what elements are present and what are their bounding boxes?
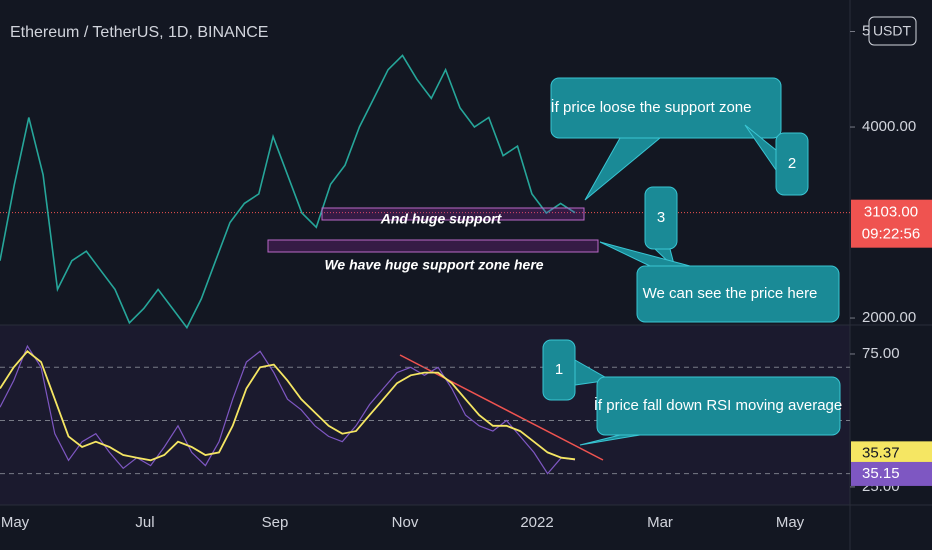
last-price-box	[851, 199, 932, 248]
x-tick-label: May	[1, 514, 30, 531]
price-line	[0, 54, 576, 330]
chart-title: Ethereum / TetherUS, 1D, BINANCE	[10, 24, 268, 41]
y-tick-label: 75.00	[862, 345, 900, 362]
rsi-line	[0, 344, 576, 475]
y-tick-label: 4000.00	[862, 118, 916, 135]
currency-box[interactable]	[868, 16, 917, 46]
callout	[550, 77, 782, 139]
annotation: We can see the price here	[643, 285, 818, 302]
support-zone	[267, 239, 599, 253]
x-tick-label: 2022	[520, 514, 553, 531]
annotation: 2	[788, 155, 796, 172]
x-tick-label: Sep	[262, 514, 289, 531]
annotation: 3	[657, 209, 665, 226]
x-tick-label: May	[776, 514, 805, 531]
x-tick-label: Mar	[647, 514, 673, 531]
callout	[542, 339, 576, 401]
callout	[596, 376, 841, 436]
rsi-value-box	[851, 461, 932, 486]
annotation: İf price loose the support zone	[551, 98, 752, 116]
last-price-label: 3103.00	[864, 204, 918, 221]
callout	[636, 265, 840, 323]
y-tick-label: 5	[862, 22, 870, 39]
callout	[775, 132, 809, 196]
y-tick-label: 2000.00	[862, 309, 916, 326]
countdown: 09:22:56	[862, 226, 920, 243]
annotation: And huge support	[380, 211, 503, 227]
rsi-value-box	[851, 441, 932, 466]
annotation: 1	[555, 361, 563, 378]
annotation: İf price fall down RSI moving average	[594, 396, 842, 414]
rsi_ma-line	[0, 350, 576, 462]
x-tick-label: Jul	[135, 514, 154, 531]
x-tick-label: Nov	[392, 514, 419, 531]
annotation: We have huge support zone here	[324, 257, 543, 273]
callout	[644, 186, 678, 250]
rsi-value-label: 35.37	[862, 444, 900, 461]
rsi-value-label: 35.15	[862, 465, 900, 482]
support-zone	[321, 207, 585, 221]
currency: USDT	[873, 23, 912, 39]
